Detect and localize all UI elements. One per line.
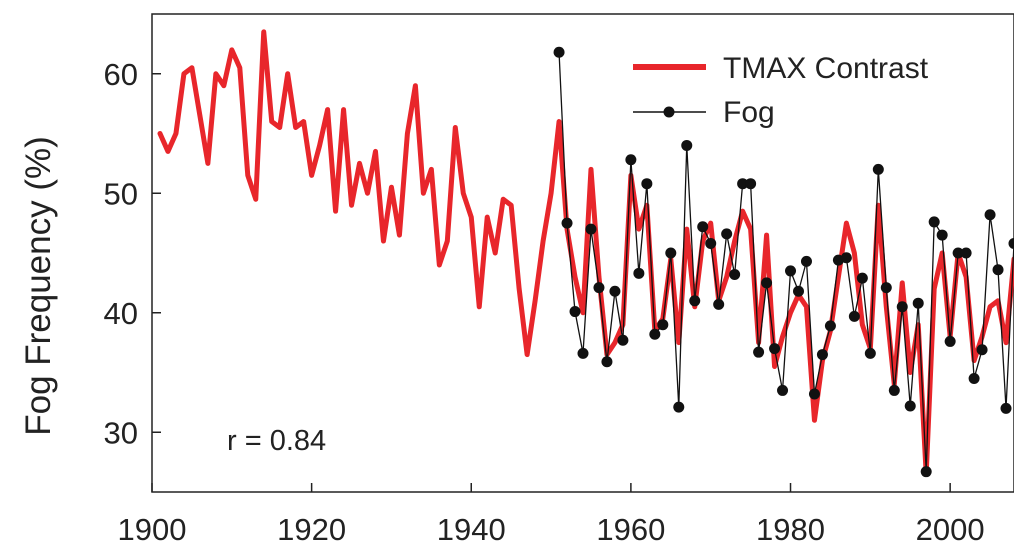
fog-data-point — [761, 277, 773, 289]
fog-data-point — [920, 466, 932, 478]
fog-data-point — [689, 295, 701, 307]
x-tick-label: 1980 — [756, 512, 825, 547]
fog-data-point — [705, 237, 717, 249]
fog-data-point — [561, 217, 573, 229]
x-tick-label: 1940 — [437, 512, 506, 547]
fog-data-point — [952, 247, 964, 259]
y-tick-label: 60 — [104, 57, 138, 92]
legend: TMAX Contrast Fog — [633, 52, 929, 129]
correlation-annotation: r = 0.84 — [227, 425, 326, 457]
x-tick-label: 2000 — [916, 512, 985, 547]
fog-data-point — [808, 388, 820, 400]
fog-data-point — [968, 372, 980, 384]
x-tick-label: 1920 — [277, 512, 346, 547]
fog-data-point — [569, 306, 581, 318]
fog-data-point — [944, 335, 956, 347]
fog-data-point — [585, 223, 597, 235]
fog-data-point — [912, 297, 924, 309]
fog-data-point — [904, 400, 916, 412]
fog-data-point — [657, 319, 669, 331]
fog-data-point — [713, 298, 725, 310]
fog-data-point — [976, 344, 988, 356]
fog-data-point — [992, 264, 1004, 276]
fog-data-point — [593, 282, 605, 294]
y-tick-label: 40 — [104, 296, 138, 331]
fog-data-point — [729, 269, 741, 281]
fog-data-point — [769, 343, 781, 355]
legend-label-fog: Fog — [723, 96, 775, 129]
fog-data-point — [617, 334, 629, 346]
y-tick-label: 30 — [104, 415, 138, 450]
fog-data-point — [840, 252, 852, 264]
fog-data-point — [553, 46, 565, 58]
fog-data-point — [896, 301, 908, 313]
fog-data-point — [936, 229, 948, 241]
fog-data-point — [737, 178, 749, 190]
fog-data-point — [625, 154, 637, 166]
fog-data-point — [1000, 402, 1012, 414]
fog-data-point — [848, 310, 860, 322]
fog-data-point — [856, 272, 868, 284]
fog-data-point — [721, 228, 733, 240]
fog-data-point — [984, 209, 996, 221]
fog-data-point — [824, 320, 836, 332]
y-axis-label: Fog Frequency (%) — [19, 136, 58, 436]
series-line-fog — [558, 52, 1014, 473]
fog-data-point — [673, 401, 685, 413]
fog-data-point — [601, 356, 613, 368]
legend-marker-fog — [663, 106, 675, 118]
fog-data-point — [697, 221, 709, 233]
fog-data-point — [872, 163, 884, 175]
fog-data-point — [785, 265, 797, 277]
fog-data-point — [745, 178, 757, 190]
fog-data-point — [609, 285, 621, 297]
fog-data-point — [641, 178, 653, 190]
x-tick-label: 1900 — [118, 512, 187, 547]
y-tick-label: 50 — [104, 176, 138, 211]
fog-data-point — [864, 347, 876, 359]
legend-label-tmax-contrast: TMAX Contrast — [723, 52, 929, 85]
fog-data-point — [1008, 237, 1014, 249]
fog-data-point — [777, 384, 789, 396]
fog-data-point — [793, 285, 804, 297]
fog-data-point — [888, 384, 900, 396]
plot-frame — [151, 13, 1014, 493]
fog-data-point — [928, 216, 940, 228]
fog-data-point — [665, 247, 677, 259]
fog-data-point — [649, 328, 661, 340]
fog-data-point — [800, 255, 812, 267]
series-line-tmax-contrast — [157, 29, 1014, 477]
fog-data-point — [681, 139, 693, 151]
fog-data-point — [816, 349, 828, 361]
x-tick-label: 1960 — [596, 512, 665, 547]
fog-data-point — [960, 247, 972, 259]
fog-data-point — [753, 346, 765, 358]
fog-data-point — [880, 282, 892, 294]
fog-data-point — [577, 347, 589, 359]
fog-data-point — [633, 267, 645, 279]
